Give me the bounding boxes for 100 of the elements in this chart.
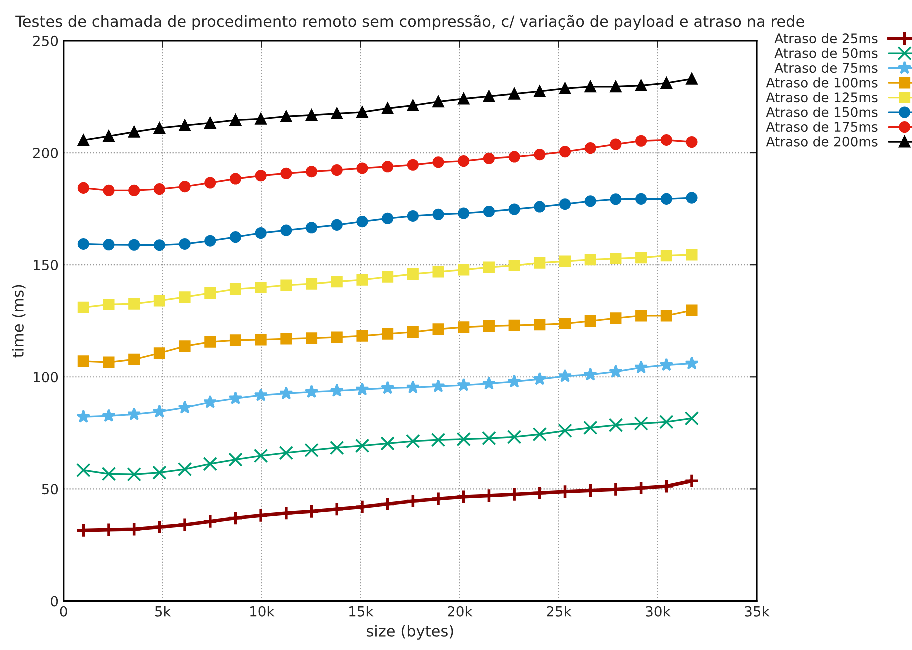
point	[254, 388, 268, 402]
point	[686, 192, 698, 204]
point	[610, 81, 622, 93]
point	[280, 224, 292, 236]
y-tick-label: 250	[33, 36, 58, 46]
point	[382, 212, 394, 224]
point	[230, 173, 242, 185]
point	[331, 164, 343, 176]
point	[406, 380, 420, 394]
point	[179, 238, 191, 250]
point	[432, 156, 444, 168]
point	[279, 446, 294, 460]
point	[432, 208, 444, 220]
point	[356, 382, 370, 396]
point	[152, 404, 167, 418]
point	[356, 106, 368, 118]
point	[103, 239, 115, 251]
point	[684, 411, 700, 426]
x-tick-label: 15k	[350, 606, 374, 617]
y-tick-label: 50	[42, 484, 58, 495]
point	[230, 114, 242, 126]
x-tick-label: 5k	[155, 606, 172, 617]
point	[330, 384, 344, 397]
point	[103, 184, 115, 196]
point	[356, 274, 368, 286]
y-tick-label: 0	[51, 596, 58, 607]
point	[508, 320, 520, 332]
point	[380, 436, 395, 451]
point	[204, 117, 216, 129]
point	[304, 443, 319, 458]
point	[204, 395, 218, 408]
point	[482, 376, 496, 390]
point	[203, 456, 218, 472]
point	[331, 108, 343, 120]
point	[483, 206, 495, 218]
point	[330, 440, 344, 456]
y-tick-label: 150	[34, 260, 58, 271]
point	[230, 232, 242, 244]
y-tick-label: 200	[33, 148, 58, 158]
point	[255, 170, 267, 182]
point	[533, 372, 547, 386]
x-tick-label: 35k	[745, 606, 770, 617]
point	[684, 473, 700, 489]
point	[255, 113, 267, 125]
point	[686, 73, 698, 85]
point	[508, 374, 522, 388]
point	[660, 310, 672, 322]
point	[304, 384, 319, 398]
point	[685, 356, 699, 370]
point	[407, 268, 419, 280]
point	[178, 400, 192, 414]
point	[636, 252, 648, 264]
point	[78, 134, 90, 146]
point	[458, 156, 470, 168]
point	[382, 102, 394, 114]
point	[430, 491, 446, 507]
point	[559, 82, 572, 94]
point	[458, 264, 470, 276]
x-tick-label: 20k	[448, 606, 473, 617]
point	[78, 356, 90, 368]
legend-label: Atraso de 75ms	[774, 62, 878, 74]
point	[584, 316, 596, 328]
point	[508, 88, 520, 100]
point	[103, 356, 115, 368]
point	[636, 80, 648, 92]
point	[636, 193, 648, 205]
point	[178, 462, 192, 477]
point	[559, 256, 572, 268]
point	[508, 204, 520, 216]
point	[306, 278, 318, 290]
point	[202, 514, 218, 530]
x-tick-label: 25k	[547, 606, 572, 617]
point	[584, 142, 596, 154]
point	[154, 348, 166, 360]
point	[382, 271, 394, 283]
point	[584, 368, 598, 381]
point	[534, 201, 546, 213]
point	[154, 295, 166, 307]
point	[458, 208, 470, 220]
point	[660, 415, 674, 430]
point	[407, 210, 419, 222]
point	[482, 431, 496, 446]
point	[559, 318, 572, 330]
point	[407, 159, 419, 171]
point	[610, 312, 622, 324]
point	[686, 249, 698, 261]
y-tick-label: 100	[34, 372, 58, 383]
point	[608, 418, 624, 432]
point	[507, 430, 522, 444]
point	[280, 110, 292, 122]
point	[76, 463, 91, 478]
point	[78, 182, 90, 194]
point	[634, 416, 648, 431]
point	[280, 168, 292, 180]
point	[483, 152, 495, 164]
point	[128, 126, 140, 138]
point	[432, 379, 446, 393]
point	[583, 420, 598, 436]
point	[534, 257, 546, 269]
point	[306, 332, 318, 344]
